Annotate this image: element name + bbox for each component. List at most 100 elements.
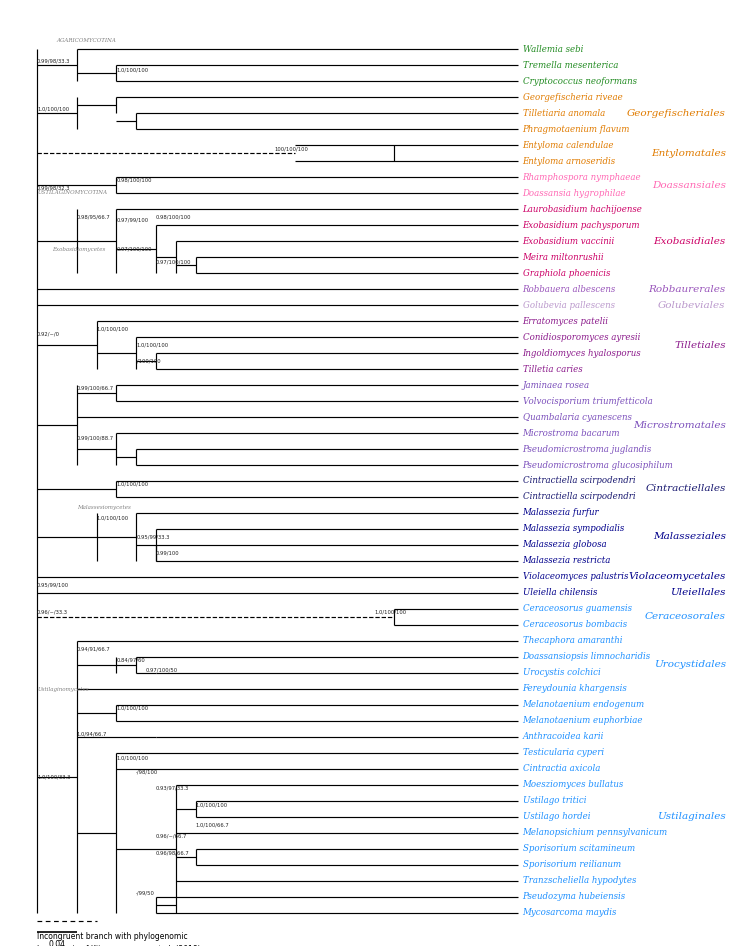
Text: Volvocisporium triumfetticola: Volvocisporium triumfetticola bbox=[523, 396, 652, 406]
Text: Doassansiales: Doassansiales bbox=[652, 181, 725, 190]
Text: hypothesis of Kijpornyongpan ⁣et al⁣. (2018): hypothesis of Kijpornyongpan ⁣et al⁣. (2… bbox=[37, 944, 201, 946]
Text: Tilletiales: Tilletiales bbox=[674, 341, 725, 350]
Text: 1.0/100/100: 1.0/100/100 bbox=[117, 482, 148, 486]
Text: 0.99/100: 0.99/100 bbox=[156, 551, 179, 555]
Text: Malassezia restricta: Malassezia restricta bbox=[523, 556, 611, 566]
Text: Uleiellales: Uleiellales bbox=[670, 588, 725, 597]
Text: 0.95/99/33.3: 0.95/99/33.3 bbox=[137, 534, 170, 539]
Text: Quambalaria cyanescens: Quambalaria cyanescens bbox=[523, 412, 632, 422]
Text: 0.94/91/66.7: 0.94/91/66.7 bbox=[77, 646, 111, 652]
Text: Malasseziales: Malasseziales bbox=[652, 533, 725, 541]
Text: Microstroma bacarum: Microstroma bacarum bbox=[523, 429, 620, 438]
Text: Sporisorium reilianum: Sporisorium reilianum bbox=[523, 860, 621, 869]
Text: Incongruent branch with phylogenomic: Incongruent branch with phylogenomic bbox=[37, 932, 187, 940]
Text: Malassezia furfur: Malassezia furfur bbox=[523, 508, 599, 517]
Text: Exobasidium vaccinii: Exobasidium vaccinii bbox=[523, 236, 615, 246]
Text: Exobasidiomycetes: Exobasidiomycetes bbox=[52, 248, 106, 253]
Text: Malassesiomycetes: Malassesiomycetes bbox=[77, 505, 131, 510]
Text: 0.04: 0.04 bbox=[49, 939, 66, 946]
Text: Graphiola phoenicis: Graphiola phoenicis bbox=[523, 269, 610, 278]
Text: 0.97/100/100: 0.97/100/100 bbox=[156, 259, 191, 265]
Text: 0.99/98/33.3: 0.99/98/33.3 bbox=[37, 58, 70, 63]
Text: 0.99/100/66.7: 0.99/100/66.7 bbox=[77, 386, 114, 391]
Text: 0.97/100/100: 0.97/100/100 bbox=[117, 247, 152, 252]
Text: 1.0/100/100: 1.0/100/100 bbox=[117, 755, 148, 760]
Text: Testicularia cyperi: Testicularia cyperi bbox=[523, 748, 604, 757]
Text: 0.96/~/33.3: 0.96/~/33.3 bbox=[37, 609, 68, 615]
Text: Doassansia hygrophilae: Doassansia hygrophilae bbox=[523, 189, 626, 198]
Text: 1.0/100/66.7: 1.0/100/66.7 bbox=[196, 822, 230, 827]
Text: Pseudozyma hubeiensis: Pseudozyma hubeiensis bbox=[523, 892, 626, 902]
Text: Tilletia caries: Tilletia caries bbox=[523, 364, 582, 374]
Text: Georgefischeriales: Georgefischeriales bbox=[627, 109, 725, 118]
Text: 0.97/100/50: 0.97/100/50 bbox=[146, 667, 178, 672]
Text: Uleiella chilensis: Uleiella chilensis bbox=[523, 588, 597, 597]
Text: Tilletiaria anomala: Tilletiaria anomala bbox=[523, 109, 605, 118]
Text: 1.0/100/100: 1.0/100/100 bbox=[137, 342, 168, 347]
Text: 0.84/97/60: 0.84/97/60 bbox=[117, 657, 145, 662]
Text: 1.0/100/100: 1.0/100/100 bbox=[37, 106, 69, 111]
Text: Tremella mesenterica: Tremella mesenterica bbox=[523, 61, 618, 70]
Text: Urocystis colchici: Urocystis colchici bbox=[523, 668, 600, 677]
Text: 0.96/98/66.7: 0.96/98/66.7 bbox=[156, 850, 190, 856]
Text: Wallemia sebi: Wallemia sebi bbox=[523, 44, 583, 54]
Text: Jaminaea rosea: Jaminaea rosea bbox=[523, 380, 590, 390]
Text: Anthracoidea karii: Anthracoidea karii bbox=[523, 732, 604, 742]
Text: Sporisorium scitamineum: Sporisorium scitamineum bbox=[523, 844, 635, 853]
Text: 1.0/100/100: 1.0/100/100 bbox=[117, 68, 148, 73]
Text: -/100/100: -/100/100 bbox=[137, 359, 162, 363]
Text: 1.0/100/100: 1.0/100/100 bbox=[196, 803, 228, 808]
Text: Phragmotaenium flavum: Phragmotaenium flavum bbox=[523, 125, 630, 133]
Text: Ustilaginales: Ustilaginales bbox=[657, 813, 725, 821]
Text: Pseudomicrostroma glucosiphilum: Pseudomicrostroma glucosiphilum bbox=[523, 461, 673, 469]
Text: Cintractiella scirpodendri: Cintractiella scirpodendri bbox=[523, 493, 635, 501]
Text: -/98/100: -/98/100 bbox=[137, 769, 159, 775]
Text: Cintractiellales: Cintractiellales bbox=[645, 484, 725, 494]
Text: Moesziomyces bullatus: Moesziomyces bullatus bbox=[523, 780, 624, 789]
Text: 0.95/99/100: 0.95/99/100 bbox=[37, 583, 69, 587]
Text: Entylomatales: Entylomatales bbox=[651, 149, 725, 158]
Text: Pseudomicrostroma juglandis: Pseudomicrostroma juglandis bbox=[523, 445, 652, 453]
Text: 100/100/100: 100/100/100 bbox=[275, 146, 308, 151]
Text: Thecaphora amaranthi: Thecaphora amaranthi bbox=[523, 637, 622, 645]
Text: Cryptococcus neoformans: Cryptococcus neoformans bbox=[523, 77, 637, 86]
Text: Ceraceosorus bombacis: Ceraceosorus bombacis bbox=[523, 621, 627, 629]
Text: Cintractia axicola: Cintractia axicola bbox=[523, 764, 600, 773]
Text: 0.98/95/66.7: 0.98/95/66.7 bbox=[77, 215, 111, 219]
Text: Malassezia sympodialis: Malassezia sympodialis bbox=[523, 524, 625, 534]
Text: 0.98/100/100: 0.98/100/100 bbox=[156, 215, 191, 219]
Text: Robbauera albescens: Robbauera albescens bbox=[523, 285, 615, 293]
Text: Cintractiella scirpodendri BRIP 60160: Cintractiella scirpodendri BRIP 60160 bbox=[523, 477, 690, 485]
Text: Erratomyces patelii: Erratomyces patelii bbox=[523, 317, 609, 325]
Text: 0.98/100/100: 0.98/100/100 bbox=[117, 178, 152, 183]
Text: Rhamphospora nymphaeae: Rhamphospora nymphaeae bbox=[523, 173, 641, 182]
Text: 0.97/99/100: 0.97/99/100 bbox=[117, 218, 148, 223]
Text: Entyloma calendulae: Entyloma calendulae bbox=[523, 141, 614, 149]
Text: Melanopsichium pennsylvanicum: Melanopsichium pennsylvanicum bbox=[523, 828, 668, 837]
Text: Laurobasidium hachijoense: Laurobasidium hachijoense bbox=[523, 204, 643, 214]
Text: 1.0/100/100: 1.0/100/100 bbox=[97, 326, 128, 332]
Text: AGARICOMYCOTINA: AGARICOMYCOTINA bbox=[57, 38, 117, 43]
Text: Melanotaenium euphorbiae: Melanotaenium euphorbiae bbox=[523, 716, 643, 726]
Text: Exobasidiales: Exobasidiales bbox=[653, 236, 725, 246]
Text: Georgefischeria riveae: Georgefischeria riveae bbox=[523, 93, 622, 102]
Text: 1.0/100/100: 1.0/100/100 bbox=[117, 706, 148, 710]
Text: Tranzscheliella hypodytes: Tranzscheliella hypodytes bbox=[523, 876, 636, 885]
Text: Mycosarcoma maydis: Mycosarcoma maydis bbox=[523, 908, 617, 917]
Text: Exobasidium pachysporum: Exobasidium pachysporum bbox=[523, 220, 640, 230]
Text: -/99/50: -/99/50 bbox=[137, 891, 155, 896]
Text: Malassezia globosa: Malassezia globosa bbox=[523, 540, 607, 550]
Text: Conidiosporomyces ayresii: Conidiosporomyces ayresii bbox=[523, 333, 640, 342]
Text: Doassansiopsis limnocharidis: Doassansiopsis limnocharidis bbox=[523, 653, 651, 661]
Text: Ustilaginomycetes: Ustilaginomycetes bbox=[37, 687, 89, 692]
Text: 0.92/~/0: 0.92/~/0 bbox=[37, 331, 60, 337]
Text: Violaceomyces palustris: Violaceomyces palustris bbox=[523, 572, 628, 582]
Text: 1.0/100/33.3: 1.0/100/33.3 bbox=[37, 774, 70, 780]
Text: Robbaurerales: Robbaurerales bbox=[649, 285, 725, 293]
Text: 0.99/100/88.7: 0.99/100/88.7 bbox=[77, 435, 114, 440]
Text: Melanotaenium endogenum: Melanotaenium endogenum bbox=[523, 700, 645, 710]
Text: Ingoldiomyces hyalosporus: Ingoldiomyces hyalosporus bbox=[523, 349, 641, 358]
Text: Fereydounia khargensis: Fereydounia khargensis bbox=[523, 684, 627, 693]
Text: Golubevia pallescens: Golubevia pallescens bbox=[523, 301, 615, 309]
Text: Urocystidales: Urocystidales bbox=[654, 660, 725, 670]
